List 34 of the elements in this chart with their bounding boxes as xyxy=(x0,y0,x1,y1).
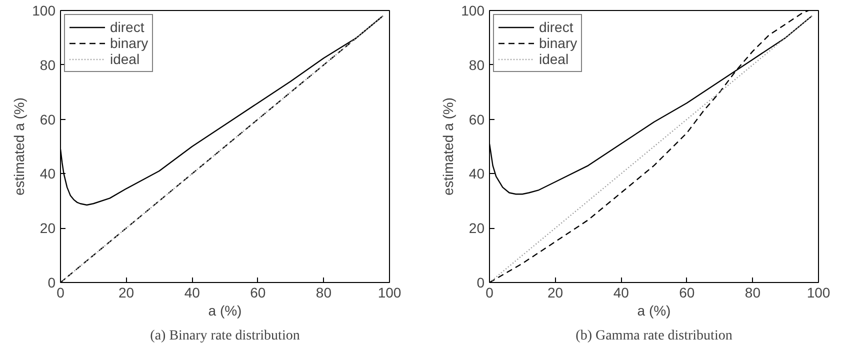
y-tick-label: 40 xyxy=(40,166,56,182)
y-tick-label: 20 xyxy=(468,220,485,236)
x-tick-label: 20 xyxy=(118,284,134,300)
y-tick-label: 100 xyxy=(461,2,485,18)
x-tick-label: 40 xyxy=(613,284,630,300)
x-tick-label: 60 xyxy=(679,284,695,300)
legend-label: ideal xyxy=(110,51,140,67)
x-tick-label: 80 xyxy=(316,284,332,300)
y-tick-label: 80 xyxy=(468,56,485,73)
legend-label: direct xyxy=(110,19,144,35)
y-tick-label: 0 xyxy=(476,274,485,290)
y-axis-title: estimated a (%) xyxy=(440,97,456,196)
y-tick-label: 40 xyxy=(468,166,485,182)
y-tick-label: 60 xyxy=(468,111,485,128)
y-tick-label: 20 xyxy=(40,220,56,236)
y-tick-label: 0 xyxy=(48,274,56,290)
x-axis-title: a (%) xyxy=(637,302,671,318)
y-tick-label: 100 xyxy=(32,2,56,18)
y-tick-label: 80 xyxy=(40,56,56,73)
x-tick-label: 100 xyxy=(378,284,402,300)
legend-label: ideal xyxy=(539,51,569,67)
x-tick-label: 40 xyxy=(184,284,200,300)
x-tick-label: 100 xyxy=(806,284,830,300)
x-tick-label: 20 xyxy=(548,284,564,300)
legend-label: binary xyxy=(539,35,578,51)
x-tick-label: 60 xyxy=(250,284,266,300)
legend-label: binary xyxy=(110,35,148,51)
y-axis-title: estimated a (%) xyxy=(11,97,28,196)
x-axis-title: a (%) xyxy=(208,302,242,318)
x-tick-label: 80 xyxy=(744,284,761,300)
y-tick-label: 60 xyxy=(40,111,56,128)
text: (b) Gamma rate distribution xyxy=(576,328,732,344)
legend-label: direct xyxy=(539,19,574,35)
text: (a) Binary rate distribution xyxy=(150,328,300,344)
